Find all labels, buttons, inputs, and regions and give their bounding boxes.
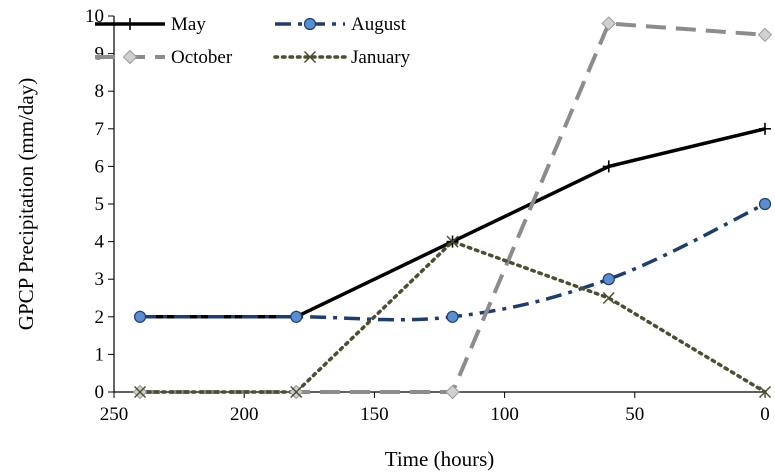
y-tick-label: 4 — [95, 232, 105, 253]
y-axis-title: GPCP Precipitation (mm/day) — [14, 78, 38, 330]
data-point-january-x-marker — [446, 235, 459, 248]
data-point-january-x-marker — [758, 385, 772, 399]
legend-diamond-marker — [122, 49, 138, 65]
legend: May August October January — [95, 14, 411, 68]
y-tick-label: 6 — [95, 156, 105, 177]
data-point-august-circle-marker — [133, 310, 147, 323]
data-point-august-circle-marker — [758, 197, 772, 211]
legend-entry-august: August — [275, 14, 407, 35]
x-tick-label: 200 — [230, 404, 259, 425]
data-point-january-x-marker — [290, 385, 303, 399]
legend-entry-may: May — [95, 14, 206, 35]
data-point-october-diamond-marker — [445, 384, 460, 400]
y-tick-label: 7 — [95, 119, 105, 140]
data-point-january-x-marker — [602, 291, 615, 305]
y-tick-label: 1 — [95, 344, 105, 365]
y-tick-label: 10 — [85, 6, 104, 27]
data-point-august-circle-marker — [446, 310, 459, 323]
data-point-august-circle-marker — [290, 310, 303, 323]
x-tick-label: 250 — [100, 404, 129, 425]
x-tick-label: 100 — [490, 404, 519, 425]
axes — [108, 15, 766, 398]
x-axis-title: Time (hours) — [385, 447, 494, 471]
legend-entry-october: October — [95, 47, 233, 68]
legend-plus-marker — [124, 18, 136, 30]
legend-label-october: October — [171, 47, 233, 68]
series-line-october — [140, 21, 766, 394]
data-point-august-circle-marker — [602, 273, 615, 286]
y-tick-label: 9 — [95, 44, 105, 65]
x-tick-label: 0 — [760, 404, 770, 425]
legend-label-august: August — [351, 14, 407, 35]
data-point-may-plus-marker — [602, 160, 615, 173]
legend-label-january: January — [351, 47, 411, 68]
y-tick-label: 2 — [95, 307, 105, 328]
legend-label-may: May — [171, 14, 206, 35]
data-point-may-plus-marker — [759, 122, 771, 135]
y-tick-label: 3 — [95, 269, 105, 290]
tick-labels: 0 1 2 3 4 5 6 7 8 9 10 250 200 150 100 50 0 — [85, 6, 770, 425]
series-line-january — [138, 239, 767, 394]
x-tick-label: 150 — [360, 404, 389, 425]
legend-x-marker — [303, 50, 317, 64]
series-line-august — [140, 202, 766, 322]
series-layer — [132, 16, 773, 400]
x-tick-label: 50 — [625, 404, 644, 425]
data-point-october-diamond-marker — [757, 27, 773, 43]
series-line-may — [140, 127, 766, 319]
y-tick-label: 5 — [95, 194, 105, 215]
y-tick-label: 0 — [95, 382, 105, 403]
legend-entry-january: January — [273, 47, 411, 68]
data-point-january-x-marker — [134, 385, 147, 399]
legend-circle-marker — [303, 17, 317, 31]
y-tick-label: 8 — [95, 81, 105, 102]
data-point-october-diamond-marker — [601, 16, 616, 31]
